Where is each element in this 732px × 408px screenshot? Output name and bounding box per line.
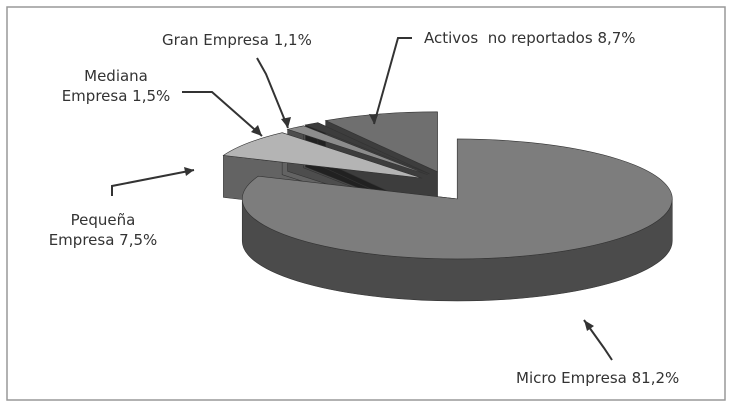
leader-micro	[583, 319, 613, 361]
slice	[286, 125, 428, 176]
slice-label: Micro Empresa 81,2%	[516, 368, 726, 388]
slice-label: Activos no reportados 8,7%	[424, 28, 724, 48]
slice	[304, 122, 430, 175]
value-label: 7,5%	[119, 231, 158, 249]
slice-label: Pequeña Empresa 7,5%	[38, 210, 168, 250]
leader-activos	[373, 37, 412, 125]
tops	[222, 111, 673, 260]
value-label: 8,7%	[597, 29, 636, 47]
category-name: Micro Empresa	[516, 369, 627, 387]
category-name: Pequeña Empresa	[48, 211, 136, 249]
slice	[222, 132, 423, 179]
arrowhead	[184, 167, 194, 176]
arrowhead	[584, 320, 594, 331]
slice-label: Mediana Empresa 1,5%	[56, 66, 176, 106]
leader-lines	[111, 37, 613, 361]
slice	[241, 138, 673, 260]
arrowheads	[184, 114, 594, 331]
arrowhead	[369, 114, 378, 124]
arrowhead	[251, 125, 262, 136]
leader-mediana	[182, 91, 263, 137]
category-name: Gran Empresa	[162, 31, 269, 49]
slice-label: Gran Empresa 1,1%	[162, 30, 322, 50]
value-label: 1,5%	[132, 87, 171, 105]
category-name: Mediana Empresa	[61, 67, 148, 105]
value-label: 81,2%	[631, 369, 680, 387]
leader-pequena	[111, 169, 195, 196]
value-label: 1,1%	[273, 31, 312, 49]
arrowhead	[281, 117, 291, 128]
pie	[222, 111, 673, 302]
slice	[324, 111, 438, 173]
leader-gran	[256, 57, 289, 129]
category-name: Activos no reportados	[424, 29, 593, 47]
